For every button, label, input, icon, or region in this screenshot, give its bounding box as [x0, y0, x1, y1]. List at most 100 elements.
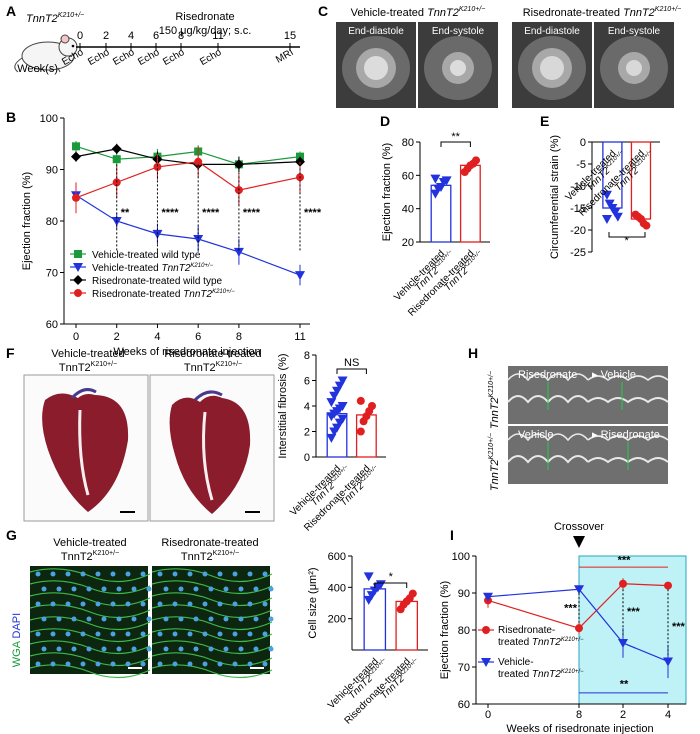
dapi-nucleus: [146, 646, 152, 652]
mouse-genotype: TnnT2K210+/−: [26, 12, 84, 25]
y-tick-label: 6: [304, 376, 310, 388]
dapi-nucleus: [157, 631, 163, 637]
dapi-nucleus: [247, 661, 253, 667]
y-tick-label: 200: [328, 614, 346, 626]
dapi-nucleus: [50, 571, 56, 577]
dapi-nucleus: [262, 661, 268, 667]
data-point: [112, 155, 121, 164]
dapi-nucleus: [101, 586, 107, 592]
data-point: [153, 162, 162, 171]
echo-wall: [587, 397, 669, 404]
dapi-nucleus: [110, 571, 116, 577]
dapi-nucleus: [163, 646, 169, 652]
dapi-nucleus: [208, 646, 214, 652]
timeline-event: MRI: [274, 47, 295, 66]
echo-label: ▸ Vehicle: [592, 369, 636, 381]
dapi-nucleus: [238, 616, 244, 622]
panel-f-title-left: Vehicle-treated: [51, 348, 124, 360]
y-tick-label: -10: [570, 181, 586, 193]
dapi-nucleus: [268, 586, 274, 592]
dapi-nucleus: [95, 661, 101, 667]
dapi-nucleus: [125, 571, 131, 577]
category-label: Vehicle-treated: [392, 248, 447, 303]
wga-membrane: [29, 628, 151, 643]
legend-label: Risedronate-: [498, 625, 555, 636]
data-point: [375, 580, 386, 590]
sig-label: ****: [161, 207, 179, 219]
panel-b-letter: B: [6, 109, 16, 125]
dapi-nucleus: [35, 631, 41, 637]
y-tick-label: -5: [576, 159, 586, 171]
dapi-nucleus: [172, 661, 178, 667]
legend-marker: [74, 250, 82, 258]
dapi-nucleus: [80, 661, 86, 667]
data-point: [337, 414, 348, 424]
legend-marker: [74, 289, 82, 297]
wga-membrane: [29, 664, 151, 679]
mri-frame-label: End-systole: [608, 26, 661, 37]
dapi-nucleus: [116, 646, 122, 652]
panel-h-letter: H: [468, 345, 478, 361]
sig-bracket: [608, 232, 646, 238]
panel-f-letter: F: [6, 345, 15, 361]
dapi-nucleus: [193, 646, 199, 652]
dapi-nucleus: [50, 601, 56, 607]
wga-membrane: [151, 592, 273, 607]
dapi-nucleus: [268, 646, 274, 652]
dapi-nucleus: [208, 616, 214, 622]
data-point: [472, 156, 480, 165]
dapi-nucleus: [80, 571, 86, 577]
sig-label: *: [625, 235, 630, 247]
data-point: [441, 176, 452, 186]
y-tick-label: 80: [458, 625, 470, 637]
dapi-nucleus: [65, 571, 71, 577]
dapi-nucleus: [172, 601, 178, 607]
data-point: [408, 589, 417, 598]
dapi-nucleus: [125, 601, 131, 607]
dapi-nucleus: [232, 571, 238, 577]
timeline-event: Echo: [198, 47, 224, 68]
timeline-tick-label: 4: [128, 30, 134, 42]
panel-b: B 60 70 80 90 100 0 2 4 6 8 11 Weeks of risedronate…: [6, 109, 322, 358]
data-point: [112, 178, 121, 187]
timeline-tick-label: 11: [212, 30, 223, 42]
data-point: [430, 174, 441, 184]
x-tick-label: 0: [485, 709, 491, 721]
y-axis-label: Ejection fraction (%): [21, 172, 33, 270]
x-tick-label: 8: [236, 331, 242, 343]
dapi-nucleus: [131, 646, 137, 652]
timeline-tick-label: 15: [284, 30, 296, 42]
data-point: [295, 271, 305, 281]
echo-label: ▸ Risedronate: [592, 429, 660, 441]
mri-lumen: [450, 60, 466, 76]
sig-label: ****: [243, 207, 261, 219]
x-axis-label: Weeks of risedronate injection: [506, 723, 653, 734]
timeline-event: Echo: [136, 47, 162, 68]
treatment-label: Risedronate: [175, 11, 234, 23]
sig-label: ****: [202, 207, 220, 219]
sig-label: NS: [344, 357, 359, 369]
dapi-nucleus: [140, 631, 146, 637]
dapi-nucleus: [125, 631, 131, 637]
dapi-nucleus: [131, 586, 137, 592]
data-point: [337, 376, 348, 386]
x-axis-label: Weeks of risedronate injection: [113, 346, 260, 358]
data-point: [574, 585, 584, 595]
data-point: [233, 247, 244, 257]
dapi-nucleus: [268, 616, 274, 622]
bar: [459, 164, 481, 243]
data-point: [575, 624, 583, 633]
panel-c-title-right: Risedronate-treated TnnT2K210+/−: [523, 6, 682, 19]
panel-e: E 0 -5 -10 -15 -20 -25 Circumferential strain …: [540, 113, 660, 259]
dapi-nucleus: [140, 601, 146, 607]
dapi-nucleus: [247, 571, 253, 577]
mri-lumen: [364, 56, 388, 80]
data-point: [111, 143, 122, 154]
y-tick-label: -15: [570, 203, 586, 215]
stain-label: WGA DAPI: [11, 613, 23, 667]
dapi-nucleus: [232, 601, 238, 607]
panel-f: F Vehicle-treated TnnT2K210+/− Risedrona…: [6, 345, 386, 534]
y-tick-label: 80: [46, 216, 58, 228]
x-tick-label: 4: [665, 709, 671, 721]
